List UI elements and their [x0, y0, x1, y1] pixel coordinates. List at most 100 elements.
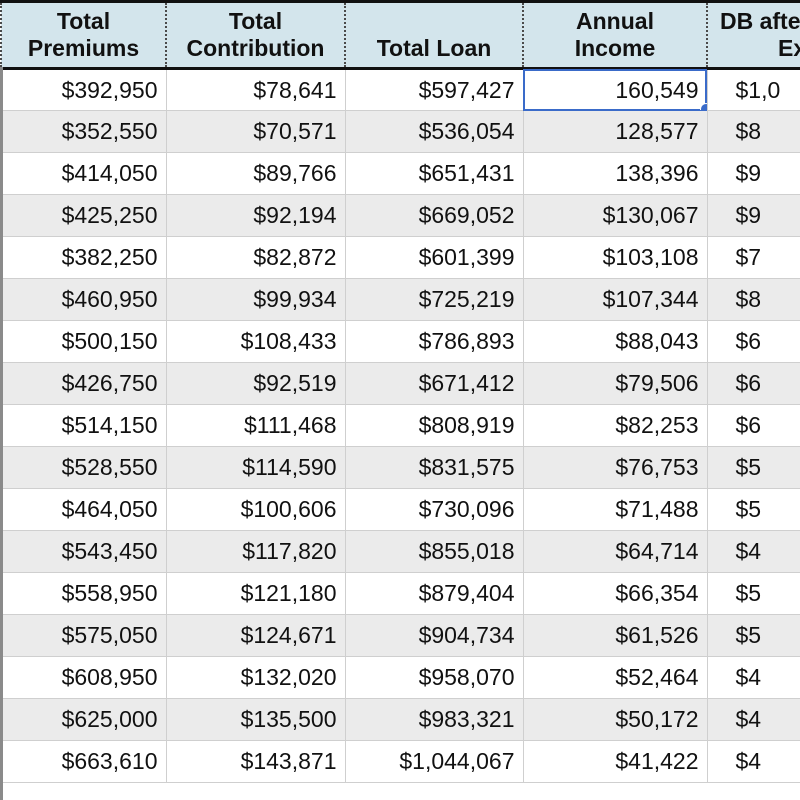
cell-total-loan[interactable]: $1,044,067: [345, 740, 524, 783]
cell-total-premiums[interactable]: $608,950: [1, 656, 167, 699]
cell-db-after-ex[interactable]: $9: [707, 194, 800, 237]
cell-total-loan[interactable]: $831,575: [345, 446, 524, 489]
cell-annual-income[interactable]: $130,067: [523, 194, 708, 237]
cell-db-after-ex[interactable]: $6: [707, 362, 800, 405]
cell-total-loan[interactable]: $904,734: [345, 614, 524, 657]
cell-total-premiums[interactable]: $464,050: [1, 488, 167, 531]
header-db-after-ex[interactable]: DB afte Ex: [707, 0, 800, 70]
cell-db-after-ex[interactable]: $4: [707, 740, 800, 783]
cell-annual-income[interactable]: $52,464: [523, 656, 708, 699]
cell-db-after-ex[interactable]: $5: [707, 572, 800, 615]
cell-total-premiums[interactable]: $558,950: [1, 572, 167, 615]
cell-total-contribution[interactable]: $99,934: [166, 278, 346, 321]
table-row: $608,950 $132,020 $958,070 $52,464 $4: [1, 656, 800, 699]
cell-total-loan[interactable]: $536,054: [345, 110, 524, 153]
cell-total-premiums[interactable]: $663,610: [1, 740, 167, 783]
cell-annual-income[interactable]: $50,172: [523, 698, 708, 741]
cell-total-loan[interactable]: $601,399: [345, 236, 524, 279]
header-annual-income[interactable]: Annual Income: [523, 0, 708, 70]
cell-db-after-ex[interactable]: $4: [707, 530, 800, 573]
cell-total-contribution[interactable]: $92,519: [166, 362, 346, 405]
cell-total-premiums[interactable]: $543,450: [1, 530, 167, 573]
cell-db-after-ex[interactable]: $9: [707, 152, 800, 195]
cell-annual-income[interactable]: $41,422: [523, 740, 708, 783]
cell-total-loan[interactable]: $597,427: [345, 68, 524, 111]
cell-total-contribution[interactable]: $82,872: [166, 236, 346, 279]
cell-db-after-ex[interactable]: $1,0: [707, 68, 800, 111]
cell-db-after-ex[interactable]: $8: [707, 278, 800, 321]
cell-total-contribution[interactable]: $135,500: [166, 698, 346, 741]
cell-total-contribution[interactable]: $78,641: [166, 68, 346, 111]
cell-total-contribution[interactable]: $92,194: [166, 194, 346, 237]
cell-value: $1,0: [735, 76, 781, 103]
cell-total-premiums[interactable]: $500,150: [1, 320, 167, 363]
cell-total-premiums[interactable]: $575,050: [1, 614, 167, 657]
cell-db-after-ex[interactable]: $5: [707, 614, 800, 657]
cell-total-premiums[interactable]: $514,150: [1, 404, 167, 447]
header-total-contribution[interactable]: Total Contribution: [166, 0, 346, 70]
cell-total-contribution[interactable]: $124,671: [166, 614, 346, 657]
cell-db-after-ex[interactable]: $8: [707, 110, 800, 153]
cell-db-after-ex[interactable]: $6: [707, 404, 800, 447]
table-row: $382,250 $82,872 $601,399 $103,108 $7: [1, 236, 800, 279]
cell-total-premiums[interactable]: $352,550: [1, 110, 167, 153]
cell-annual-income[interactable]: $66,354: [523, 572, 708, 615]
cell-total-premiums[interactable]: $625,000: [1, 698, 167, 741]
cell-value: $8: [735, 118, 762, 144]
cell-annual-income[interactable]: $82,253: [523, 404, 708, 447]
cell-total-loan[interactable]: $983,321: [345, 698, 524, 741]
cell-total-loan[interactable]: $958,070: [345, 656, 524, 699]
cell-total-loan[interactable]: $786,893: [345, 320, 524, 363]
cell-total-loan[interactable]: $671,412: [345, 362, 524, 405]
cell-annual-income[interactable]: $61,526: [523, 614, 708, 657]
cell-annual-income[interactable]: $71,488: [523, 488, 708, 531]
cell-annual-income[interactable]: 138,396: [523, 152, 708, 195]
cell-total-premiums[interactable]: $528,550: [1, 446, 167, 489]
cell-total-contribution[interactable]: $117,820: [166, 530, 346, 573]
cell-total-premiums[interactable]: $392,950: [1, 68, 167, 111]
cell-total-loan[interactable]: $725,219: [345, 278, 524, 321]
cell-db-after-ex[interactable]: $4: [707, 698, 800, 741]
cell-total-loan[interactable]: $651,431: [345, 152, 524, 195]
cell-db-after-ex[interactable]: $6: [707, 320, 800, 363]
cell-total-contribution[interactable]: $121,180: [166, 572, 346, 615]
table-row: $464,050 $100,606 $730,096 $71,488 $5: [1, 488, 800, 531]
cell-db-after-ex[interactable]: $5: [707, 446, 800, 489]
cell-total-contribution[interactable]: $111,468: [166, 404, 346, 447]
cell-annual-income[interactable]: $76,753: [523, 446, 708, 489]
cell-total-premiums[interactable]: $460,950: [1, 278, 167, 321]
cell-total-contribution[interactable]: $108,433: [166, 320, 346, 363]
header-total-premiums[interactable]: Total Premiums: [0, 0, 167, 70]
cell-annual-income[interactable]: $107,344: [523, 278, 708, 321]
cell-total-contribution[interactable]: $89,766: [166, 152, 346, 195]
cell-total-contribution[interactable]: $100,606: [166, 488, 346, 531]
cell-total-premiums[interactable]: $382,250: [1, 236, 167, 279]
cell-total-loan[interactable]: $855,018: [345, 530, 524, 573]
cell-annual-income[interactable]: $88,043: [523, 320, 708, 363]
cell-annual-income-selected[interactable]: 160,549: [523, 68, 708, 111]
cell-total-contribution[interactable]: $143,871: [166, 740, 346, 783]
cell-total-premiums[interactable]: $426,750: [1, 362, 167, 405]
cell-annual-income[interactable]: $64,714: [523, 530, 708, 573]
cell-total-premiums[interactable]: $414,050: [1, 152, 167, 195]
cell-annual-income[interactable]: 128,577: [523, 110, 708, 153]
cell-annual-income[interactable]: $103,108: [523, 236, 708, 279]
cell-total-contribution[interactable]: $132,020: [166, 656, 346, 699]
cell-total-loan[interactable]: $808,919: [345, 404, 524, 447]
cell-total-contribution[interactable]: $70,571: [166, 110, 346, 153]
cell-db-after-ex[interactable]: $7: [707, 236, 800, 279]
header-total-loan[interactable]: Total Loan: [345, 0, 524, 70]
cell-total-loan[interactable]: $879,404: [345, 572, 524, 615]
fill-handle[interactable]: [699, 103, 706, 110]
cell-total-premiums[interactable]: $425,250: [1, 194, 167, 237]
header-line: Contribution: [186, 35, 325, 61]
cell-total-contribution[interactable]: $114,590: [166, 446, 346, 489]
cell-value: $7: [735, 244, 762, 270]
cell-total-loan[interactable]: $730,096: [345, 488, 524, 531]
cell-db-after-ex[interactable]: $5: [707, 488, 800, 531]
cell-db-after-ex[interactable]: $4: [707, 656, 800, 699]
cell-total-loan[interactable]: $669,052: [345, 194, 524, 237]
cell-annual-income[interactable]: $79,506: [523, 362, 708, 405]
table-row: $528,550 $114,590 $831,575 $76,753 $5: [1, 446, 800, 489]
